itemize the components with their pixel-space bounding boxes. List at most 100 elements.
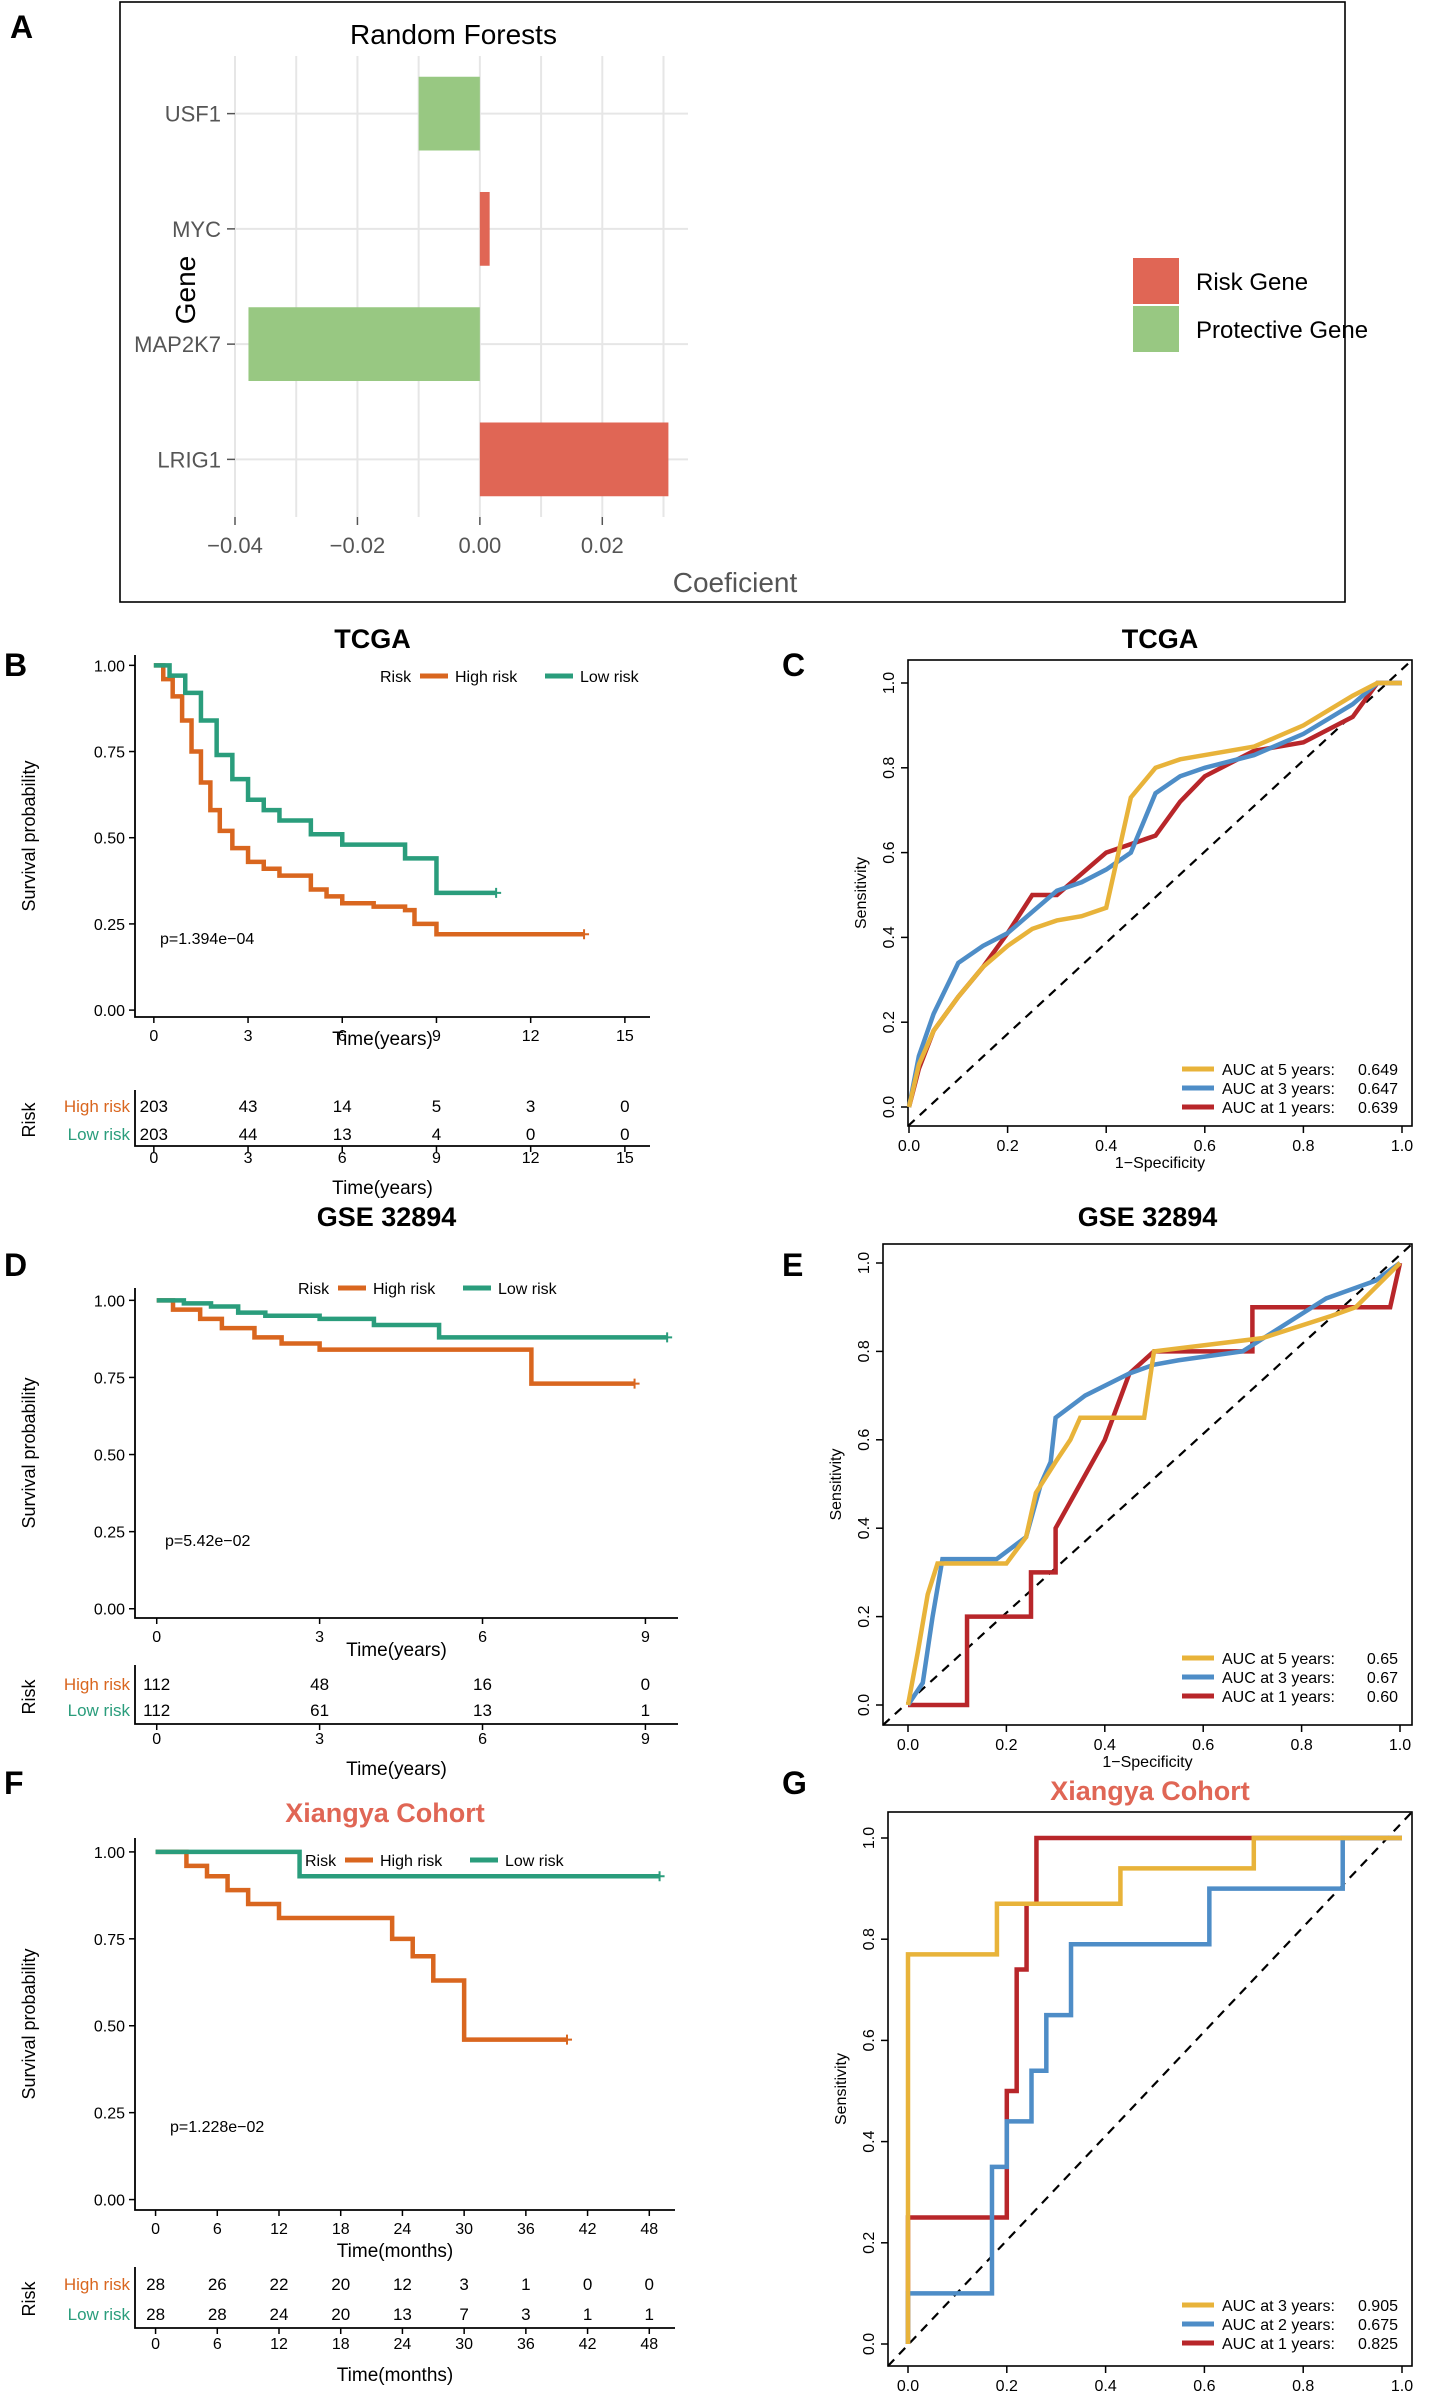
roc-x-tick-label: 0.2 — [996, 2378, 1018, 2395]
risk-table-tick-label: 3 — [244, 1150, 253, 1167]
roc-legend-value: 0.639 — [1358, 1100, 1398, 1117]
km-x-tick-label: 30 — [455, 2221, 473, 2238]
risk-table-cell-high: 28 — [146, 2275, 165, 2294]
panel-e-roc-plot: GSE 32894 0.0 0.0 0.2 0.2 0.4 0.4 0.6 0.6 0.8 0.8 1… — [828, 1202, 1413, 1771]
risk-table-tick-label: 18 — [332, 2336, 350, 2353]
risk-table-cell-low: 7 — [459, 2305, 468, 2324]
km-p-value: p=1.228e−02 — [170, 2119, 264, 2136]
km-y-tick-label: 0.50 — [94, 831, 125, 848]
km-y-tick-label: 0.75 — [94, 1370, 125, 1387]
roc-y-tick-label: 0.6 — [881, 841, 898, 863]
risk-table-tick-label: 24 — [394, 2336, 412, 2353]
km-censor-mark — [491, 887, 502, 898]
roc-x-tick-label: 0.0 — [897, 2378, 919, 2395]
km-x-tick-label: 0 — [151, 2221, 160, 2238]
risk-table-tick-label: 9 — [432, 1150, 441, 1167]
risk-table-cell-high: 16 — [473, 1675, 492, 1694]
risk-table-cell-high: 5 — [432, 1097, 441, 1116]
km-curve-low-risk — [153, 663, 497, 896]
risk-table-cell-low: 1 — [583, 2305, 592, 2324]
roc-y-tick-label: 0.2 — [881, 1011, 898, 1033]
roc-legend-label: AUC at 1 years: — [1222, 1689, 1335, 1706]
risk-table-cell-low: 13 — [473, 1701, 492, 1720]
roc-title: TCGA — [1122, 624, 1199, 654]
risk-table-tick-label: 12 — [522, 1150, 540, 1167]
x-tick-label: 0.00 — [458, 533, 501, 558]
risk-table-axes — [134, 1665, 678, 1725]
panel-a-x-tick-labels: −0.04 −0.02 0.00 0.02 — [207, 517, 624, 558]
roc-legend-value: 0.65 — [1367, 1651, 1398, 1668]
km-axes — [134, 655, 650, 1018]
risk-table-cell-low: 28 — [208, 2305, 227, 2324]
risk-table-xlabel: Time(years) — [332, 1178, 433, 1199]
roc-y-tick-label: 0.4 — [861, 2130, 878, 2152]
panel-g-roc-plot: Xiangya Cohort 0.0 0.0 0.2 0.2 0.4 0.4 0.6 0.6 0.… — [833, 1776, 1413, 2396]
risk-table-cell-low: 44 — [239, 1125, 258, 1144]
risk-table-title: Risk — [19, 1679, 39, 1715]
km-curve-low-risk — [156, 1298, 668, 1340]
roc-frame — [882, 1243, 1413, 1726]
km-censor-mark — [562, 2034, 572, 2045]
km-y-tick-label: 0.75 — [94, 745, 125, 762]
risk-table-tick-label: 42 — [579, 2336, 597, 2353]
panel-letter-f: F — [4, 1765, 24, 1801]
roc-x-tick-label: 0.8 — [1292, 2378, 1314, 2395]
roc-y-tick-label: 1.0 — [856, 1252, 873, 1274]
panel-a-ylabel: Gene — [170, 256, 201, 325]
roc-diagonal-reference — [887, 1811, 1413, 2367]
km-y-tick-label: 0.00 — [94, 1602, 125, 1619]
roc-x-tick-label: 0.6 — [1194, 1138, 1216, 1155]
km-y-tick-label: 0.25 — [94, 1525, 125, 1542]
bar-myc — [479, 191, 490, 266]
panel-f-km-plot: Xiangya Cohort 0.00 0.25 0.50 0.75 1.00 0 6 12 18… — [19, 1798, 675, 2386]
roc-y-tick-label: 0.4 — [881, 926, 898, 948]
km-x-tick-label: 12 — [522, 1028, 540, 1045]
panel-a-legend: Risk Gene Protective Gene — [1133, 258, 1368, 352]
km-curve-high-risk — [153, 663, 585, 937]
risk-table-xlabel: Time(months) — [337, 2365, 453, 2386]
roc-y-tick-label: 0.8 — [856, 1340, 873, 1362]
roc-legend-label: AUC at 5 years: — [1222, 1062, 1335, 1079]
risk-table-cell-high: 26 — [208, 2275, 227, 2294]
roc-y-tick-label: 0.0 — [881, 1096, 898, 1118]
km-legend-title: Risk — [305, 1853, 337, 1870]
risk-table-cell-high: 43 — [239, 1097, 258, 1116]
roc-curve-auc-at-3-years-0-647 — [906, 680, 1402, 1108]
roc-y-tick-label: 0.8 — [861, 1928, 878, 1950]
panel-letter-a: A — [10, 9, 33, 45]
roc-y-tick-label: 0.4 — [856, 1517, 873, 1539]
km-y-tick-label: 0.00 — [94, 1003, 125, 1020]
panel-a-xlabel: Coeficient — [673, 567, 798, 598]
km-curve-high-risk — [155, 1849, 567, 2042]
km-legend-label-low-risk: Low risk — [505, 1853, 565, 1870]
roc-curve-auc-at-5-years-0-649 — [906, 680, 1402, 1108]
y-tick-label-myc: MYC — [172, 217, 221, 242]
risk-table-tick-label: 15 — [616, 1150, 634, 1167]
roc-curve-auc-at-1-years-0-639 — [906, 680, 1402, 1108]
risk-table-tick-label: 48 — [640, 2336, 658, 2353]
roc-x-tick-label: 1.0 — [1391, 2378, 1413, 2395]
risk-table-tick-label: 6 — [478, 1731, 487, 1748]
roc-curve-auc-at-3-years-0-67 — [906, 1261, 1402, 1707]
x-tick-label: 0.02 — [581, 533, 624, 558]
legend-swatch-protective-gene — [1133, 306, 1179, 352]
risk-table-row-label-low: Low risk — [68, 2305, 131, 2324]
risk-table-cell-high: 20 — [331, 2275, 350, 2294]
risk-table-cell-high: 112 — [143, 1675, 170, 1694]
risk-table-tick-label: 6 — [338, 1150, 347, 1167]
roc-y-tick-label: 0.0 — [856, 1694, 873, 1716]
km-y-tick-label: 0.25 — [94, 2106, 125, 2123]
risk-table-tick-label: 30 — [455, 2336, 473, 2353]
roc-x-tick-label: 0.8 — [1292, 1138, 1314, 1155]
risk-table-axes — [134, 1090, 650, 1147]
risk-table-cell-high: 48 — [310, 1675, 329, 1694]
km-title: TCGA — [334, 624, 411, 654]
roc-y-tick-label: 0.0 — [861, 2333, 878, 2355]
risk-table-cell-high: 12 — [393, 2275, 412, 2294]
roc-x-tick-label: 0.4 — [1094, 1737, 1116, 1754]
bar-usf1 — [418, 76, 480, 151]
panel-letter-b: B — [4, 647, 27, 683]
km-xlabel: Time(years) — [332, 1029, 433, 1050]
roc-frame — [887, 1811, 1413, 2367]
